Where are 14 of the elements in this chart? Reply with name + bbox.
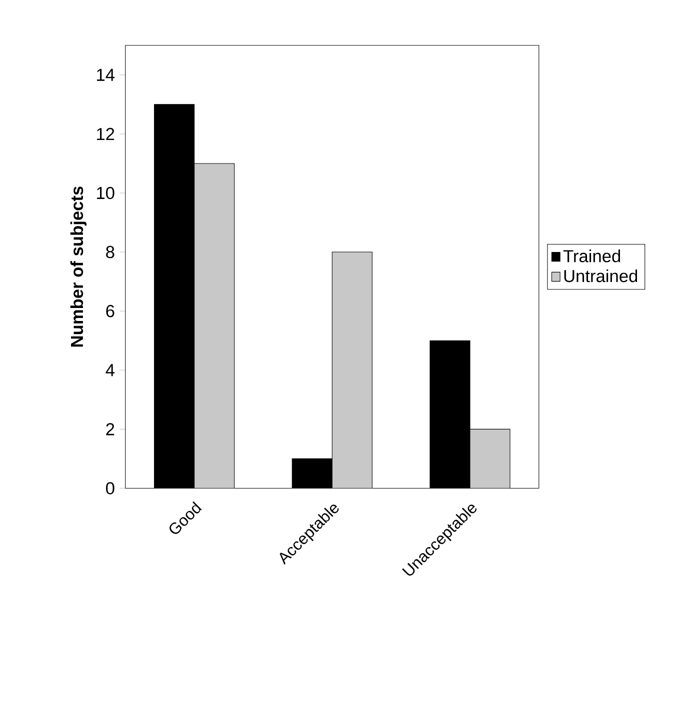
y-tick-label: 4: [106, 364, 114, 376]
y-tick-label: 8: [106, 246, 114, 258]
y-tick-label: 2: [106, 423, 114, 436]
y-tick-label: 10: [96, 186, 114, 200]
bar: [194, 163, 234, 488]
y-tick-label: 6: [106, 304, 114, 318]
bar: [470, 428, 510, 488]
bar: [332, 252, 372, 488]
legend-label: Untrained: [564, 269, 637, 282]
y-tick-label: 12: [96, 128, 114, 140]
y-tick-label: 0: [106, 482, 114, 494]
y-axis-title: Number of subjects: [70, 186, 86, 347]
y-tick-label: 14: [96, 68, 114, 81]
legend-label: Trained: [563, 250, 620, 262]
